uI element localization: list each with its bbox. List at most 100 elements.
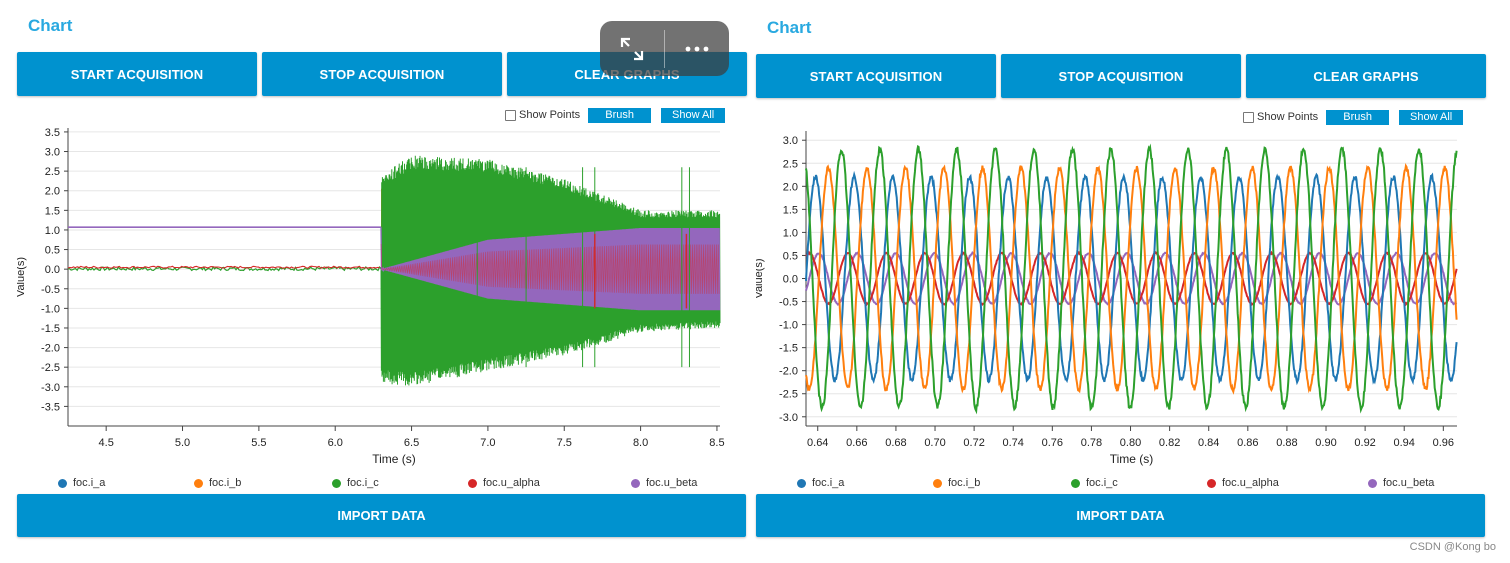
legend-item[interactable]: foc.i_c	[332, 477, 379, 489]
legend-item[interactable]: foc.u_alpha	[1207, 477, 1279, 489]
x-tick-label: 0.80	[1120, 437, 1141, 449]
stop-acquisition-button[interactable]: STOP ACQUISITION	[1001, 54, 1241, 98]
chart-title: Chart	[767, 18, 812, 37]
x-tick-label: 7.0	[480, 437, 495, 449]
legend-dot-icon	[332, 478, 341, 488]
y-tick-label: 1.0	[783, 227, 798, 239]
plot-area[interactable]: 3.0 2.5 2.0 1.5 1.0 0.5 0.0 -0.5 -1.0 -1.5 -2.0 -2.…	[753, 124, 1485, 470]
x-tick-label: 0.84	[1198, 437, 1219, 449]
clear-graphs-button[interactable]: CLEAR GRAPHS	[1246, 54, 1486, 98]
x-tick-label: 5.0	[175, 437, 190, 449]
x-tick-label: 0.72	[963, 437, 984, 449]
x-tick-label: 0.88	[1276, 437, 1297, 449]
stop-acquisition-button[interactable]: STOP ACQUISITION	[262, 52, 502, 96]
x-tick-label: 0.92	[1354, 437, 1375, 449]
x-tick-label: 6.5	[404, 437, 419, 449]
legend-label: foc.u_beta	[646, 477, 698, 489]
legend-dot-icon	[1207, 478, 1216, 488]
y-axis-label: Value(s)	[17, 257, 27, 297]
start-acquisition-button[interactable]: START ACQUISITION	[756, 54, 996, 98]
x-tick-label: 8.5	[709, 437, 724, 449]
y-tick-label: 3.0	[45, 147, 60, 159]
x-tick-label: 6.0	[328, 437, 343, 449]
brush-button[interactable]: Brush	[588, 107, 652, 123]
show-points-label: Show Points	[1257, 111, 1319, 123]
y-tick-label: -1.0	[41, 303, 60, 315]
y-tick-label: -2.0	[779, 366, 798, 378]
y-tick-label: 2.5	[45, 166, 60, 178]
y-tick-label: -2.5	[779, 389, 798, 401]
x-tick-label: 7.5	[557, 437, 572, 449]
legend-dot-icon	[797, 478, 806, 488]
y-tick-label: 1.0	[45, 225, 60, 237]
legend-label: foc.i_c	[1086, 477, 1118, 489]
x-tick-label: 0.66	[846, 437, 867, 449]
legend-label: foc.u_beta	[1383, 477, 1435, 489]
show-all-button[interactable]: Show All	[1399, 109, 1464, 125]
legend-dot-icon	[1368, 478, 1377, 488]
legend-item[interactable]: foc.u_alpha	[468, 477, 540, 489]
y-tick-label: -2.0	[41, 343, 60, 355]
legend-item[interactable]: foc.i_b	[933, 477, 980, 489]
import-data-button[interactable]: IMPORT DATA	[17, 494, 746, 537]
expand-icon[interactable]	[600, 21, 664, 76]
chart-panel-left: Chart START ACQUISITION STOP ACQUISITION…	[15, 0, 747, 563]
x-tick-label: 0.68	[885, 437, 906, 449]
line-chart[interactable]: 3.5 3.0 2.5 2.0 1.5 1.0 0.5 0.0 -0.5 -1.0 -1.5 -2.0…	[15, 122, 746, 468]
x-tick-label: 0.90	[1315, 437, 1336, 449]
x-tick-label: 0.64	[807, 437, 828, 449]
legend: foc.i_a foc.i_b foc.i_c foc.u_alpha foc.u_be…	[17, 477, 746, 493]
legend-item[interactable]: foc.u_beta	[1368, 477, 1434, 489]
legend-dot-icon	[58, 478, 67, 488]
show-points-checkbox[interactable]	[505, 109, 516, 121]
legend-item[interactable]: foc.u_beta	[631, 477, 697, 489]
legend-item[interactable]: foc.i_b	[194, 477, 241, 489]
watermark: CSDN @Kong bo	[1409, 541, 1496, 553]
import-data-button[interactable]: IMPORT DATA	[756, 494, 1485, 537]
x-tick-label: 0.76	[1042, 437, 1063, 449]
y-tick-label: -3.5	[41, 401, 60, 413]
plot-area[interactable]: 3.5 3.0 2.5 2.0 1.5 1.0 0.5 0.0 -0.5 -1.0 -1.5 -2.0…	[15, 122, 746, 468]
line-chart[interactable]: 3.0 2.5 2.0 1.5 1.0 0.5 0.0 -0.5 -1.0 -1.5 -2.0 -2.…	[753, 124, 1485, 470]
y-tick-label: -0.5	[41, 284, 60, 296]
legend-item[interactable]: foc.i_c	[1071, 477, 1118, 489]
y-tick-label: -3.0	[41, 382, 60, 394]
x-axis-label: Time (s)	[1110, 452, 1154, 466]
x-tick-label: 4.5	[99, 437, 114, 449]
y-tick-label: -0.5	[779, 297, 798, 309]
x-tick-label: 8.0	[633, 437, 648, 449]
legend-label: foc.u_alpha	[483, 477, 540, 489]
y-tick-label: -2.5	[41, 362, 60, 374]
series-foc-u-alpha-flat	[67, 265, 380, 269]
overlay-divider	[664, 29, 665, 68]
chart-tools: Show Points Brush Show All	[1243, 109, 1464, 125]
x-tick-label: 0.96	[1433, 437, 1454, 449]
y-tick-label: 3.5	[45, 127, 60, 139]
y-tick-label: 2.0	[783, 181, 798, 193]
legend: foc.i_a foc.i_b foc.i_c foc.u_alpha foc.u_be…	[756, 477, 1485, 493]
legend-label: foc.i_a	[73, 477, 106, 489]
legend-dot-icon	[933, 478, 942, 488]
legend-label: foc.i_b	[209, 477, 242, 489]
brush-button[interactable]: Brush	[1326, 109, 1390, 125]
x-axis-label: Time (s)	[372, 452, 416, 466]
y-tick-label: 0.5	[45, 245, 60, 257]
show-points-checkbox[interactable]	[1243, 111, 1254, 123]
x-tick-label: 5.5	[251, 437, 266, 449]
image-toolbar-overlay	[600, 21, 729, 76]
legend-item[interactable]: foc.i_a	[797, 477, 844, 489]
start-acquisition-button[interactable]: START ACQUISITION	[17, 52, 257, 96]
show-points-label: Show Points	[519, 109, 581, 121]
series-foc-i-c	[805, 143, 1458, 415]
legend-label: foc.i_c	[347, 477, 379, 489]
y-tick-label: -1.0	[779, 320, 798, 332]
more-icon[interactable]	[665, 21, 729, 76]
legend-label: foc.i_b	[948, 477, 981, 489]
x-tick-label: 0.70	[924, 437, 945, 449]
show-all-button[interactable]: Show All	[661, 107, 726, 123]
series-foc-i-b	[805, 162, 1458, 395]
y-axis-label: Value(s)	[756, 258, 765, 298]
legend-item[interactable]: foc.i_a	[58, 477, 105, 489]
legend-label: foc.i_a	[812, 477, 845, 489]
x-tick-label: 0.86	[1237, 437, 1258, 449]
